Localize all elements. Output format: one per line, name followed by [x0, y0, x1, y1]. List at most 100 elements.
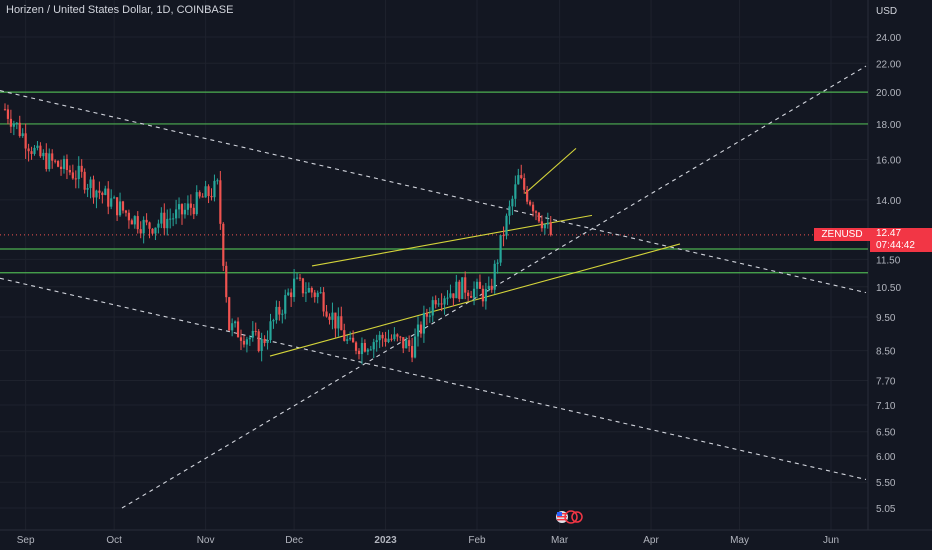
candle-body[interactable]: [352, 337, 355, 343]
candle-body[interactable]: [381, 334, 384, 339]
candle-body[interactable]: [210, 196, 213, 198]
candle-body[interactable]: [360, 342, 364, 355]
candle-body[interactable]: [57, 161, 60, 167]
candle-body[interactable]: [245, 339, 248, 345]
candle-body[interactable]: [118, 201, 122, 216]
candle-body[interactable]: [151, 228, 154, 234]
candle-body[interactable]: [157, 223, 160, 228]
candle-body[interactable]: [543, 224, 546, 229]
candle-body[interactable]: [219, 180, 222, 224]
candle-body[interactable]: [104, 188, 107, 195]
candle-body[interactable]: [298, 277, 302, 279]
candle-body[interactable]: [475, 281, 479, 289]
candle-body[interactable]: [372, 342, 375, 350]
candle-body[interactable]: [393, 334, 396, 340]
candle-body[interactable]: [169, 218, 172, 220]
candle-body[interactable]: [346, 339, 349, 341]
candle-body[interactable]: [172, 218, 175, 220]
candle-body[interactable]: [357, 350, 361, 355]
candle-body[interactable]: [257, 331, 260, 351]
candle-body[interactable]: [121, 201, 125, 211]
candle-body[interactable]: [328, 316, 331, 320]
candle-body[interactable]: [378, 334, 381, 341]
candle-body[interactable]: [387, 338, 390, 342]
candle-body[interactable]: [366, 349, 369, 352]
candle-body[interactable]: [334, 312, 337, 329]
candle-body[interactable]: [402, 337, 405, 349]
candle-body[interactable]: [269, 321, 272, 341]
candle-body[interactable]: [65, 159, 69, 171]
price-axis[interactable]: USD 24.00 22.00 20.00 18.00 16.00 14.00 11.50 1…: [876, 6, 901, 515]
candle-body[interactable]: [443, 298, 446, 305]
candle-body[interactable]: [514, 184, 517, 199]
candle-body[interactable]: [534, 211, 538, 213]
candle-body[interactable]: [51, 153, 54, 161]
candle-body[interactable]: [148, 222, 151, 229]
candle-body[interactable]: [83, 171, 86, 190]
candle-body[interactable]: [136, 216, 139, 230]
candle-body[interactable]: [107, 188, 110, 207]
candle-body[interactable]: [95, 190, 98, 198]
candle-body[interactable]: [481, 288, 484, 302]
candle-body[interactable]: [464, 277, 467, 293]
time-axis[interactable]: Sep Oct Nov Dec 2023 Feb Mar Apr May Jun: [17, 535, 839, 546]
candle-body[interactable]: [431, 300, 434, 316]
candle-body[interactable]: [139, 229, 142, 234]
candle-body[interactable]: [89, 179, 92, 189]
candle-body[interactable]: [325, 311, 328, 317]
candle-body[interactable]: [183, 209, 187, 215]
candle-body[interactable]: [363, 342, 366, 352]
candle-body[interactable]: [24, 133, 27, 149]
candle-body[interactable]: [284, 295, 287, 314]
candle-body[interactable]: [384, 338, 387, 342]
candle-body[interactable]: [39, 145, 42, 157]
candle-body[interactable]: [425, 312, 428, 317]
candle-body[interactable]: [130, 220, 133, 225]
candle-body[interactable]: [529, 201, 532, 205]
candle-body[interactable]: [9, 118, 12, 127]
candle-body[interactable]: [251, 330, 254, 338]
candle-body[interactable]: [437, 303, 440, 305]
candle-body[interactable]: [236, 321, 240, 338]
candle-body[interactable]: [231, 323, 234, 331]
candle-body[interactable]: [163, 212, 166, 229]
candle-body[interactable]: [467, 292, 470, 297]
candle-body[interactable]: [310, 287, 313, 293]
candle-body[interactable]: [98, 190, 101, 193]
candle-body[interactable]: [254, 330, 257, 332]
candle-body[interactable]: [446, 297, 449, 299]
candle-body[interactable]: [21, 133, 24, 137]
candle-body[interactable]: [36, 145, 39, 148]
candle-body[interactable]: [59, 166, 63, 169]
candle-body[interactable]: [180, 204, 184, 215]
candle-body[interactable]: [349, 337, 352, 340]
candle-body[interactable]: [304, 292, 307, 294]
candle-body[interactable]: [30, 151, 33, 154]
candle-body[interactable]: [411, 346, 414, 358]
candle-body[interactable]: [216, 180, 219, 182]
candle-body[interactable]: [54, 160, 57, 162]
candle-body[interactable]: [316, 292, 319, 298]
candle-body[interactable]: [142, 219, 145, 234]
candle-body[interactable]: [127, 212, 130, 221]
candle-body[interactable]: [48, 153, 51, 170]
candle-body[interactable]: [472, 288, 476, 298]
candle-body[interactable]: [508, 206, 511, 216]
candle-body[interactable]: [455, 281, 458, 299]
candle-body[interactable]: [523, 178, 526, 190]
candle-body[interactable]: [260, 338, 263, 351]
candle-body[interactable]: [499, 235, 502, 263]
candle-body[interactable]: [154, 227, 157, 234]
candle-body[interactable]: [3, 109, 7, 111]
candle-body[interactable]: [234, 321, 237, 324]
candle-body[interactable]: [133, 216, 136, 225]
candle-body[interactable]: [45, 152, 48, 170]
candle-body[interactable]: [440, 303, 443, 305]
candle-body[interactable]: [239, 337, 243, 341]
candle-body[interactable]: [18, 122, 21, 137]
candle-body[interactable]: [540, 221, 543, 229]
candle-body[interactable]: [281, 313, 284, 315]
candle-body[interactable]: [62, 159, 66, 169]
candle-body[interactable]: [160, 212, 163, 224]
candle-body[interactable]: [307, 287, 310, 293]
